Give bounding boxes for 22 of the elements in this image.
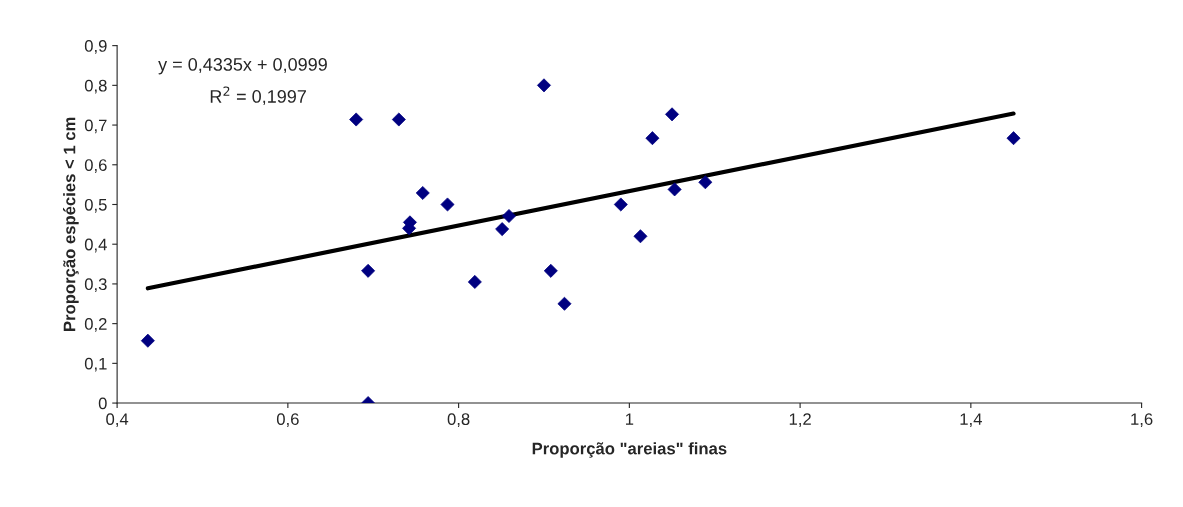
y-tick-label: 0,3 [84, 278, 107, 293]
y-tick-label: 0,7 [84, 119, 107, 134]
x-tick-label: 1 [625, 413, 634, 425]
y-tick-label: 0 [98, 397, 107, 410]
y-tick-label: 0,2 [84, 318, 107, 332]
y-tick-label: 0,8 [84, 79, 107, 94]
y-axis-title: Proporção espécies < 1 cm [62, 117, 79, 331]
x-tick-label: 0,8 [447, 413, 470, 427]
y-tick-label: 0,1 [84, 357, 107, 372]
annotation: y = 0,4335x + 0,0999 [158, 58, 327, 75]
x-axis-title: Proporção "areias" finas [532, 442, 727, 458]
x-tick-label: 0,4 [106, 413, 129, 427]
x-tick-label: 0,6 [276, 413, 299, 427]
point [698, 175, 713, 190]
y-tick-label: 0,4 [84, 238, 107, 253]
y-tick-label: 0,5 [84, 198, 107, 213]
x-tick-label: 1,6 [1131, 413, 1153, 427]
annotation: R$^{2}$ = 0,1997 [210, 86, 306, 105]
y-tick-label: 0,9 [84, 40, 107, 54]
x-tick-label: 1,4 [960, 413, 982, 427]
y-tick-label: 0,6 [84, 159, 107, 173]
x-tick-label: 1,2 [789, 413, 811, 427]
